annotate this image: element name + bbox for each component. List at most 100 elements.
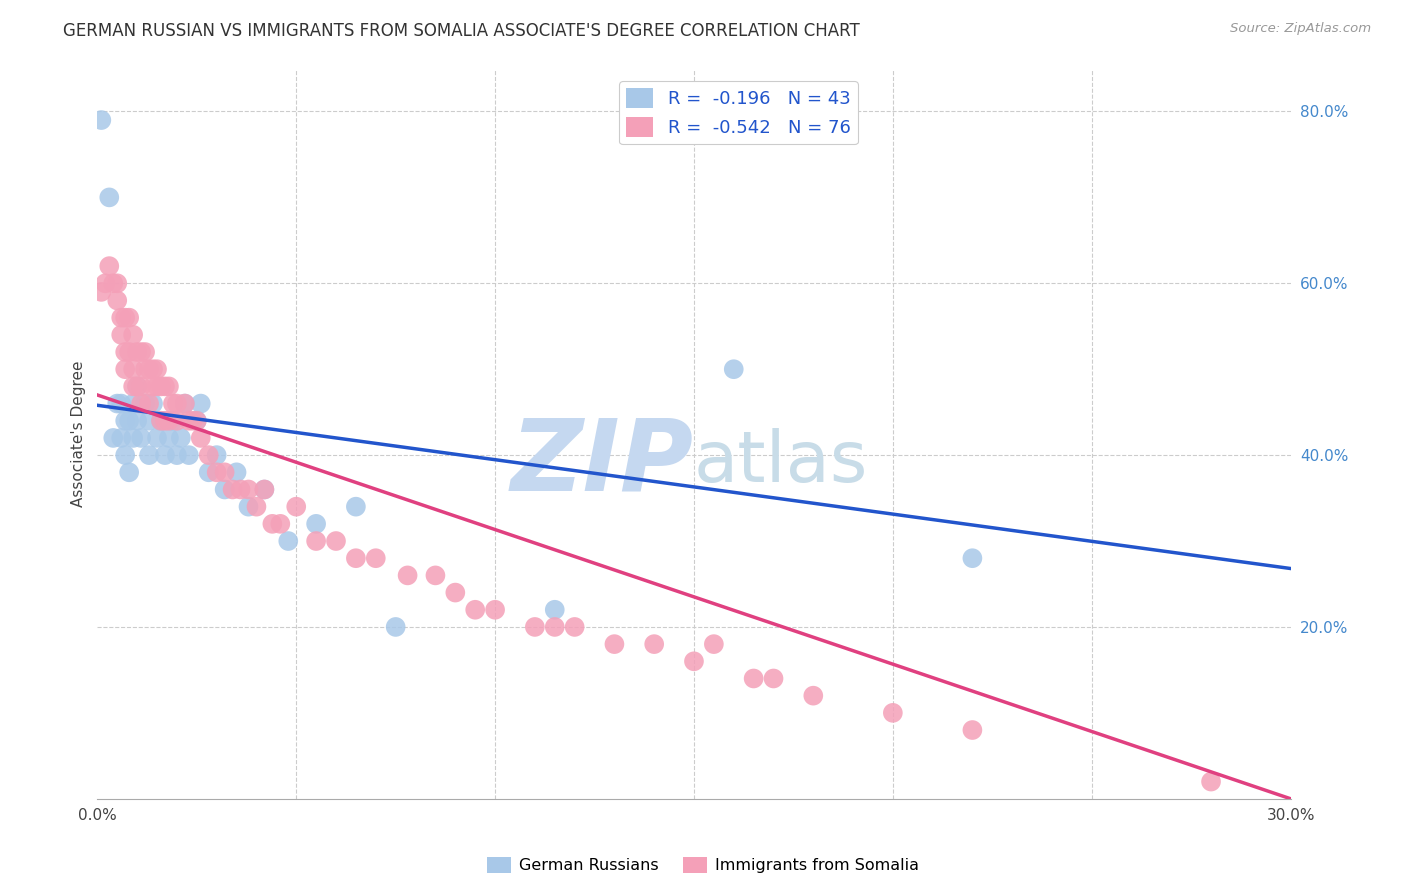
Point bbox=[269, 516, 291, 531]
Text: Source: ZipAtlas.com: Source: ZipAtlas.com bbox=[1230, 22, 1371, 36]
Point bbox=[170, 431, 193, 445]
Point bbox=[166, 396, 188, 410]
Point bbox=[262, 516, 284, 531]
Point bbox=[197, 465, 219, 479]
Point bbox=[253, 483, 276, 497]
Text: GERMAN RUSSIAN VS IMMIGRANTS FROM SOMALIA ASSOCIATE'S DEGREE CORRELATION CHART: GERMAN RUSSIAN VS IMMIGRANTS FROM SOMALI… bbox=[63, 22, 860, 40]
Point bbox=[138, 396, 160, 410]
Point bbox=[882, 706, 904, 720]
Point bbox=[344, 500, 367, 514]
Point bbox=[114, 345, 136, 359]
Point bbox=[166, 448, 188, 462]
Point bbox=[129, 396, 152, 410]
Point bbox=[305, 534, 328, 549]
Point bbox=[245, 500, 267, 514]
Point bbox=[110, 396, 132, 410]
Point bbox=[129, 379, 152, 393]
Point bbox=[305, 516, 328, 531]
Point bbox=[150, 379, 173, 393]
Point bbox=[153, 448, 176, 462]
Point bbox=[90, 285, 112, 299]
Point bbox=[114, 448, 136, 462]
Point bbox=[181, 414, 204, 428]
Text: ZIP: ZIP bbox=[510, 415, 695, 511]
Point bbox=[118, 310, 141, 325]
Legend: R =  -0.196   N = 43, R =  -0.542   N = 76: R = -0.196 N = 43, R = -0.542 N = 76 bbox=[619, 81, 858, 145]
Y-axis label: Associate's Degree: Associate's Degree bbox=[72, 360, 86, 507]
Point bbox=[127, 414, 149, 428]
Point bbox=[205, 465, 228, 479]
Point bbox=[205, 448, 228, 462]
Point bbox=[122, 327, 145, 342]
Point bbox=[238, 500, 260, 514]
Point bbox=[762, 672, 785, 686]
Point bbox=[134, 396, 156, 410]
Point bbox=[150, 414, 173, 428]
Point bbox=[162, 396, 184, 410]
Point bbox=[157, 379, 180, 393]
Point bbox=[723, 362, 745, 376]
Point bbox=[523, 620, 546, 634]
Point bbox=[122, 379, 145, 393]
Point bbox=[162, 414, 184, 428]
Point bbox=[118, 465, 141, 479]
Point bbox=[173, 396, 195, 410]
Point bbox=[127, 345, 149, 359]
Point bbox=[177, 448, 200, 462]
Point bbox=[138, 448, 160, 462]
Point bbox=[157, 414, 180, 428]
Point bbox=[1199, 774, 1222, 789]
Point bbox=[94, 277, 117, 291]
Point bbox=[190, 431, 212, 445]
Point bbox=[364, 551, 387, 566]
Point bbox=[186, 414, 208, 428]
Point bbox=[103, 431, 125, 445]
Point bbox=[253, 483, 276, 497]
Point bbox=[683, 654, 706, 668]
Point bbox=[214, 465, 236, 479]
Point bbox=[425, 568, 447, 582]
Point bbox=[643, 637, 665, 651]
Point bbox=[122, 396, 145, 410]
Point bbox=[146, 362, 169, 376]
Point bbox=[103, 277, 125, 291]
Point bbox=[142, 379, 165, 393]
Point bbox=[134, 345, 156, 359]
Point bbox=[127, 379, 149, 393]
Point bbox=[90, 113, 112, 128]
Point bbox=[110, 327, 132, 342]
Legend: German Russians, Immigrants from Somalia: German Russians, Immigrants from Somalia bbox=[481, 850, 925, 880]
Point bbox=[173, 396, 195, 410]
Point bbox=[118, 345, 141, 359]
Point bbox=[146, 431, 169, 445]
Point bbox=[110, 431, 132, 445]
Point bbox=[742, 672, 765, 686]
Point bbox=[166, 414, 188, 428]
Point bbox=[129, 345, 152, 359]
Point bbox=[544, 620, 567, 634]
Text: atlas: atlas bbox=[695, 428, 869, 498]
Point bbox=[186, 414, 208, 428]
Point bbox=[384, 620, 406, 634]
Point bbox=[138, 414, 160, 428]
Point bbox=[153, 414, 176, 428]
Point bbox=[127, 379, 149, 393]
Point bbox=[444, 585, 467, 599]
Point bbox=[225, 465, 247, 479]
Point bbox=[105, 293, 128, 308]
Point bbox=[564, 620, 586, 634]
Point bbox=[325, 534, 347, 549]
Point bbox=[105, 396, 128, 410]
Point bbox=[98, 190, 121, 204]
Point bbox=[544, 603, 567, 617]
Point bbox=[603, 637, 626, 651]
Point bbox=[114, 414, 136, 428]
Point bbox=[142, 396, 165, 410]
Point bbox=[98, 259, 121, 273]
Point bbox=[142, 362, 165, 376]
Point bbox=[197, 448, 219, 462]
Point bbox=[138, 362, 160, 376]
Point bbox=[122, 362, 145, 376]
Point bbox=[229, 483, 252, 497]
Point bbox=[396, 568, 419, 582]
